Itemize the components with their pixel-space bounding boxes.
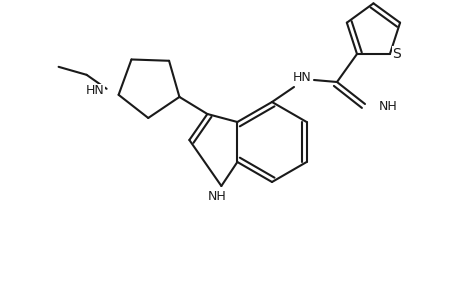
Text: S: S <box>392 47 400 61</box>
Text: HN: HN <box>292 70 311 83</box>
Text: NH: NH <box>207 190 226 203</box>
Text: HN: HN <box>86 84 104 97</box>
Text: NH: NH <box>378 100 397 112</box>
